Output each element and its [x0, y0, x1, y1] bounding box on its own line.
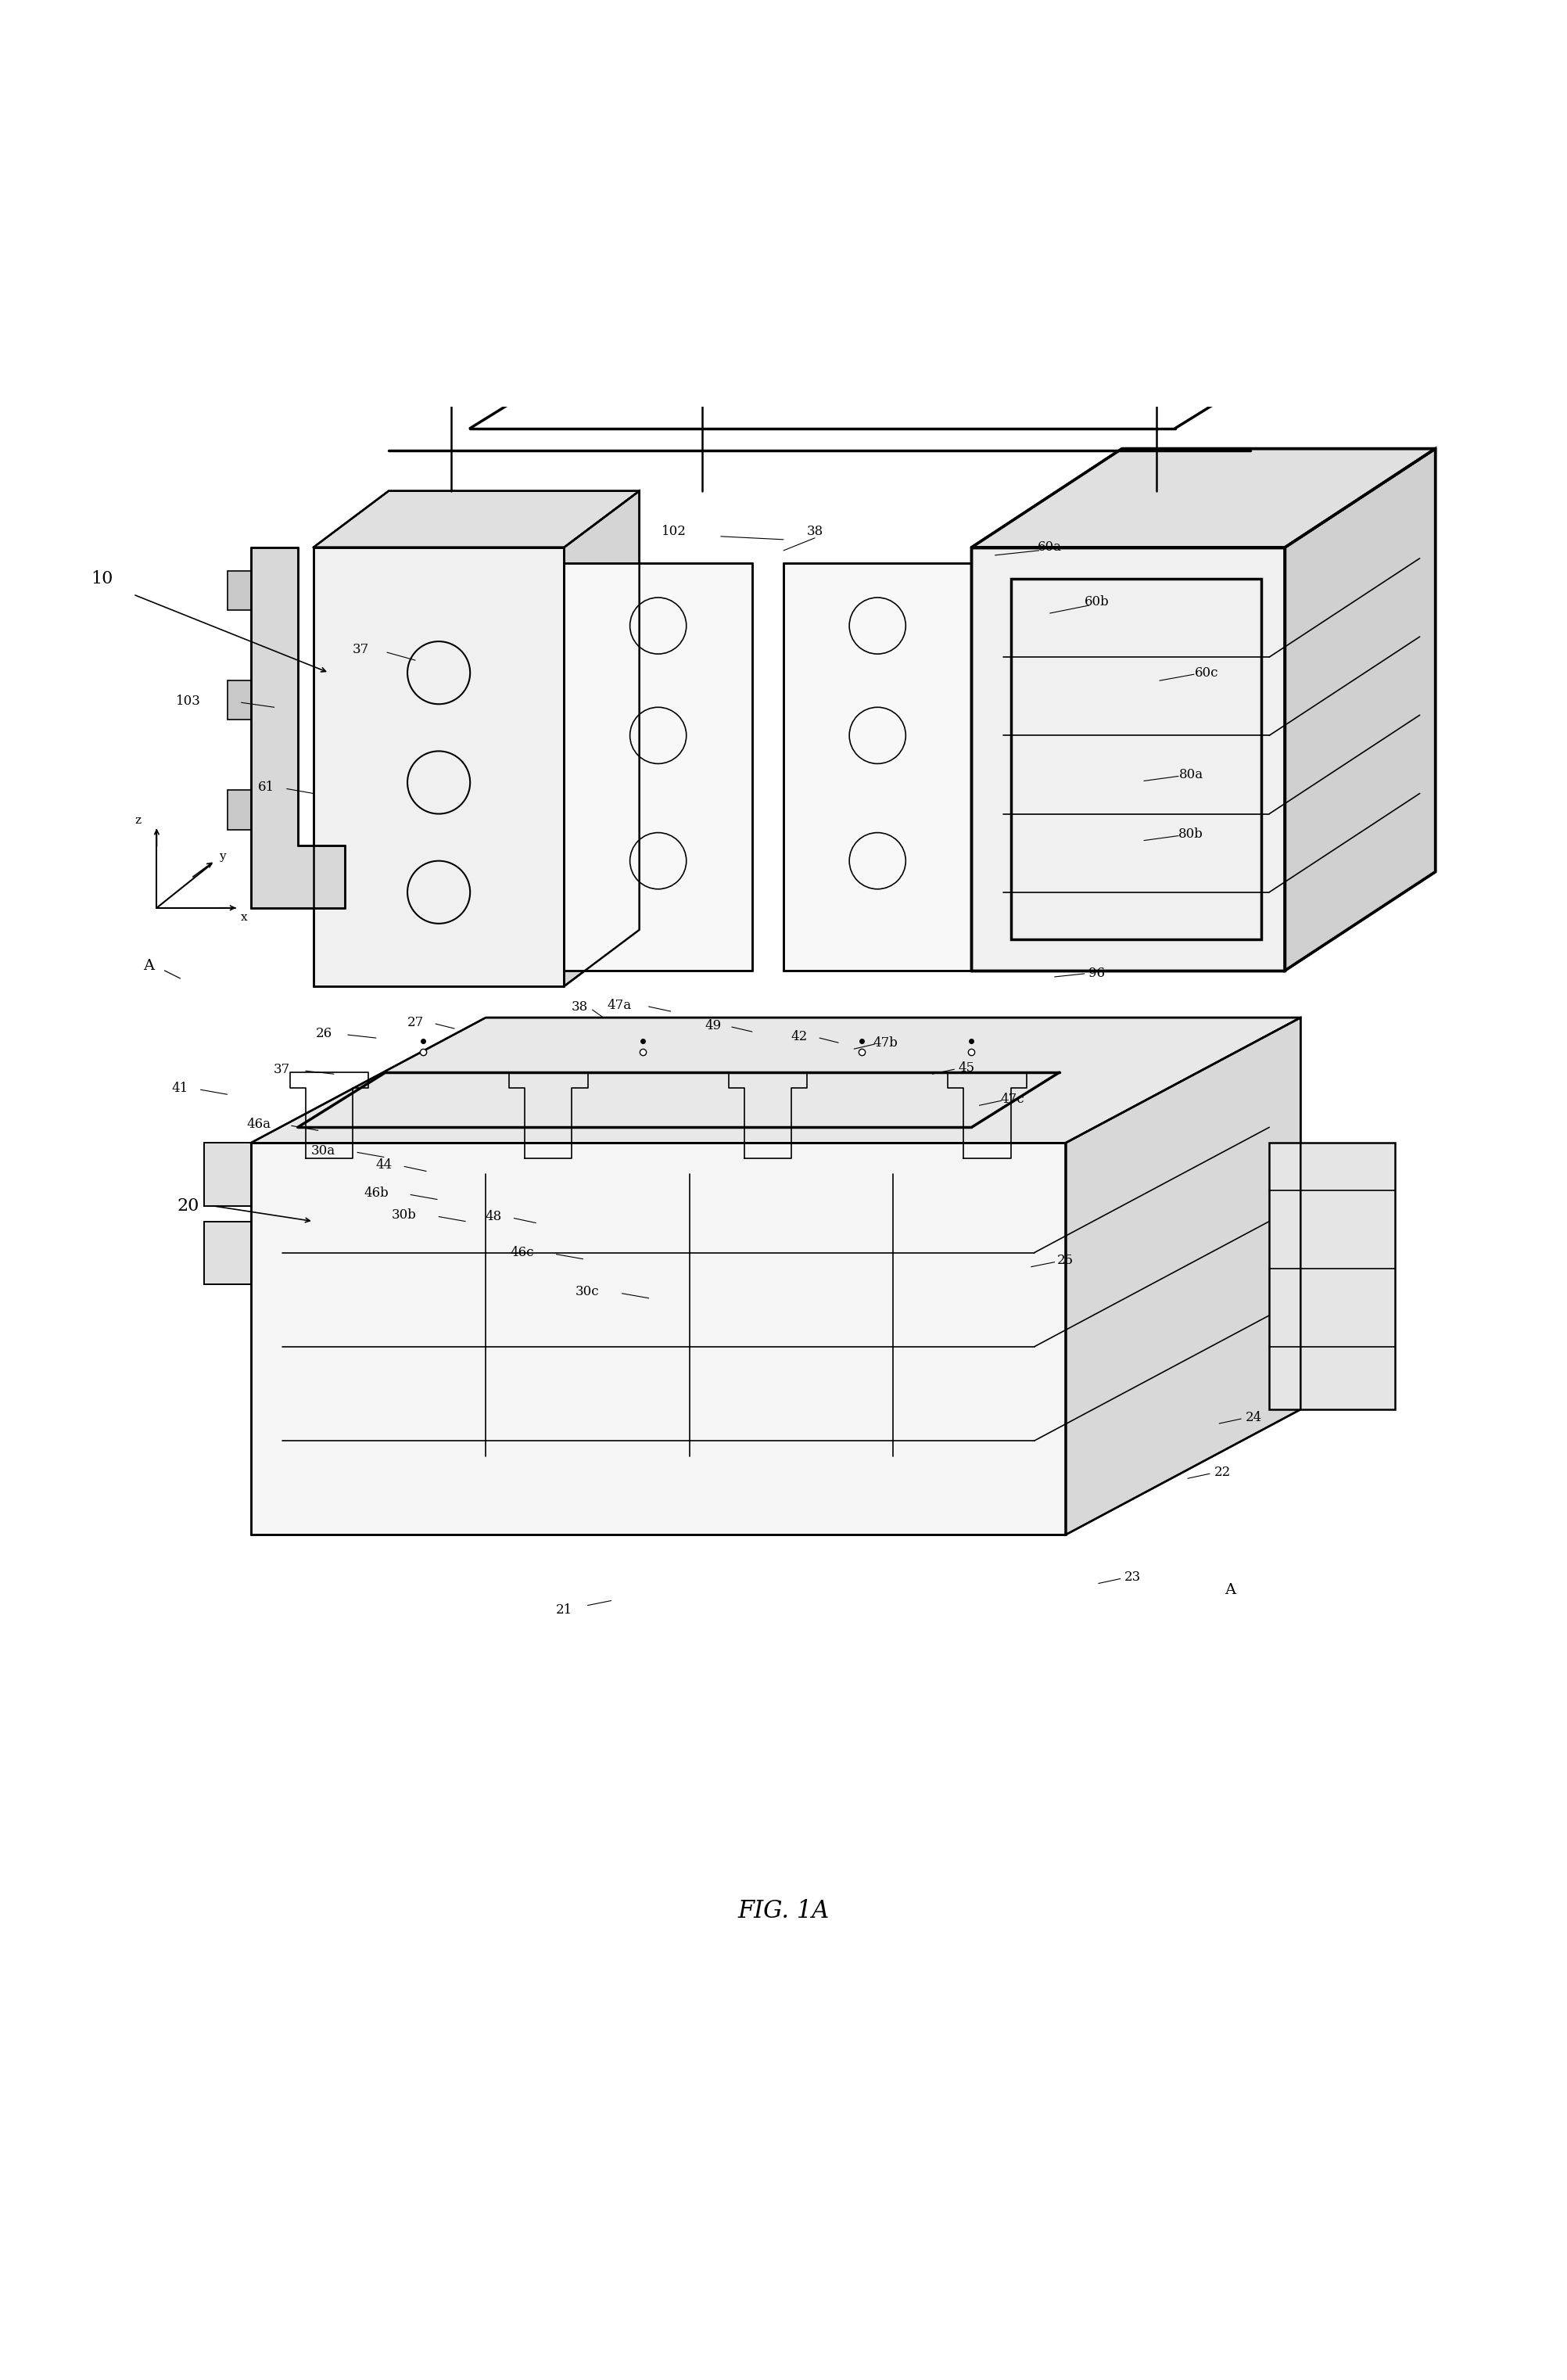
Text: 26: 26: [317, 1026, 332, 1040]
Text: 102: 102: [661, 526, 686, 538]
Text: 103: 103: [176, 695, 201, 707]
Text: 49: 49: [705, 1019, 721, 1033]
Polygon shape: [972, 547, 1285, 971]
Text: 61: 61: [259, 781, 274, 795]
Text: 42: 42: [791, 1031, 807, 1042]
Text: 30b: 30b: [392, 1209, 417, 1221]
Text: 46a: 46a: [246, 1119, 271, 1130]
Text: 60a: 60a: [1037, 540, 1062, 555]
Text: 27: 27: [407, 1016, 423, 1028]
Bar: [1269, 1142, 1395, 1409]
Text: 22: 22: [1214, 1466, 1230, 1478]
Text: 46c: 46c: [509, 1247, 534, 1259]
Text: 37: 37: [274, 1061, 290, 1076]
Polygon shape: [204, 1221, 251, 1285]
Text: 38: 38: [572, 1000, 588, 1014]
Text: 30a: 30a: [310, 1145, 335, 1157]
Polygon shape: [313, 490, 639, 547]
Text: 23: 23: [1125, 1571, 1141, 1583]
Text: z: z: [135, 814, 141, 826]
Text: y: y: [219, 850, 226, 862]
Text: x: x: [241, 912, 248, 923]
Polygon shape: [846, 257, 972, 350]
Polygon shape: [204, 1142, 251, 1207]
Bar: [1011, 578, 1261, 940]
Text: 47b: 47b: [873, 1035, 898, 1050]
Text: 80b: 80b: [1178, 828, 1203, 840]
Polygon shape: [564, 564, 752, 971]
Polygon shape: [1066, 1019, 1301, 1535]
Text: 37: 37: [353, 643, 368, 657]
Text: 47c: 47c: [1000, 1092, 1025, 1107]
Bar: [227, 571, 251, 609]
Text: 20: 20: [177, 1197, 199, 1214]
Polygon shape: [564, 490, 639, 985]
Text: 48: 48: [486, 1209, 501, 1223]
Polygon shape: [251, 1019, 1301, 1142]
Text: 30c: 30c: [575, 1285, 600, 1299]
Polygon shape: [251, 547, 345, 907]
Text: 60c: 60c: [1194, 666, 1219, 678]
Text: FIG. 1A: FIG. 1A: [738, 1899, 829, 1923]
Text: 38: 38: [807, 526, 823, 538]
Text: 46b: 46b: [364, 1188, 389, 1200]
Text: 10: 10: [91, 571, 113, 588]
Text: 47a: 47a: [606, 997, 632, 1012]
Text: 60b: 60b: [1084, 595, 1109, 609]
Text: 80a: 80a: [1178, 769, 1203, 781]
Text: A: A: [1224, 1583, 1236, 1597]
Text: 44: 44: [376, 1159, 392, 1171]
Text: 21: 21: [556, 1604, 572, 1616]
Polygon shape: [784, 564, 972, 971]
Text: 25: 25: [1058, 1254, 1073, 1266]
Text: 96: 96: [1089, 966, 1105, 981]
Text: 24: 24: [1246, 1411, 1261, 1423]
Polygon shape: [533, 257, 658, 350]
Polygon shape: [313, 547, 564, 985]
Bar: [227, 681, 251, 719]
Text: A: A: [143, 959, 155, 973]
Text: 41: 41: [172, 1081, 188, 1095]
Text: 45: 45: [959, 1061, 975, 1073]
Polygon shape: [972, 450, 1435, 547]
Polygon shape: [1285, 450, 1435, 971]
Bar: [227, 790, 251, 831]
Polygon shape: [251, 1142, 1066, 1535]
